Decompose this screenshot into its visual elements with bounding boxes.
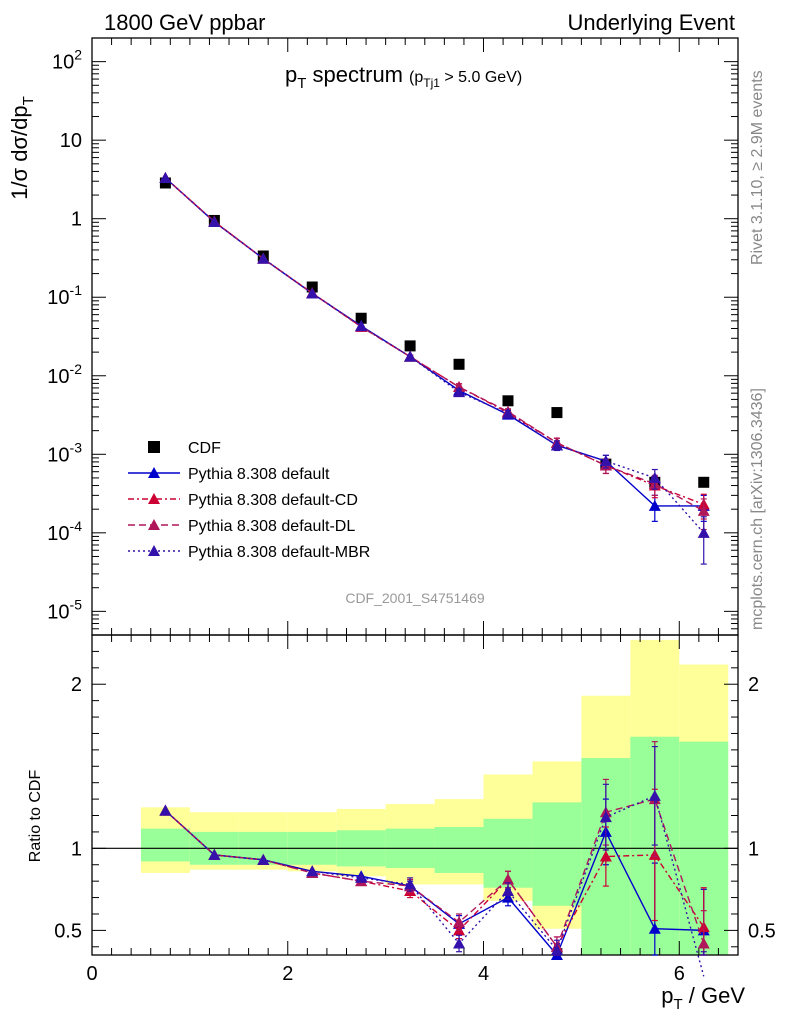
data-point-cdf <box>698 476 710 488</box>
data-point-cdf <box>551 407 563 419</box>
legend-marker-cdf <box>148 441 160 453</box>
data-point-4 <box>306 287 319 299</box>
data-point-cdf <box>453 358 465 370</box>
ratio-point-3 <box>404 878 417 890</box>
x-axis-label: pT / GeV <box>661 983 745 1013</box>
ratio-point-3 <box>208 848 221 860</box>
main-title: pT spectrum (pTj1 > 5.0 GeV) <box>285 62 522 92</box>
legend-entry: Pythia 8.308 default-MBR <box>188 544 370 561</box>
x-tick-label: 2 <box>282 963 293 985</box>
ratio-point-2 <box>453 916 466 928</box>
ratio-point-1 <box>599 850 612 862</box>
series-line-1 <box>164 177 704 507</box>
data-point-1 <box>648 499 661 511</box>
series-line-3 <box>164 177 705 512</box>
x-tick-label: 6 <box>674 963 685 985</box>
data-point-cdf <box>355 312 367 324</box>
data-point-cdf <box>404 340 416 352</box>
data-point-cdf <box>502 395 514 407</box>
green-band-0 <box>140 828 190 862</box>
ratio-y-tick-label: 1 <box>71 838 82 860</box>
data-point-4 <box>159 171 172 183</box>
data-point-4 <box>453 386 466 398</box>
data-point-4 <box>697 526 710 538</box>
data-point-4 <box>208 215 221 227</box>
ratio-point-3 <box>159 804 172 816</box>
ratio-point-0 <box>648 922 661 934</box>
y-tick-label: 10-1 <box>47 282 82 309</box>
y-tick-label: 1 <box>71 209 82 231</box>
data-point-4 <box>599 455 612 467</box>
series-line-4 <box>164 177 705 534</box>
mcplots-label: mcplots.cern.ch [arXiv:1306.3436] <box>749 388 766 630</box>
legend-entry: CDF <box>188 440 221 457</box>
data-point-3 <box>697 504 710 516</box>
rivet-label: Rivet 3.1.10, ≥ 2.9M events <box>749 70 766 265</box>
data-point-4 <box>257 252 270 264</box>
ratio-y-tick-label-right: 2 <box>748 674 759 696</box>
ratio-point-2 <box>501 873 514 885</box>
x-tick-label: 4 <box>478 963 489 985</box>
legend-marker <box>148 493 160 504</box>
data-point-cdf <box>306 281 318 293</box>
y-tick-label: 10-4 <box>47 518 82 545</box>
legend-entry: Pythia 8.308 default-DL <box>188 518 355 535</box>
legend-entry: Pythia 8.308 default <box>188 466 330 483</box>
data-point-4 <box>355 320 368 332</box>
ratio-plot: 0 2 4 6 0.5 0.5 1 1 2 2 <box>54 634 776 985</box>
legend-marker <box>148 545 160 556</box>
ratio-point-3 <box>550 944 563 956</box>
legend-marker <box>148 467 160 478</box>
ratio-y-tick-label: 0.5 <box>54 920 82 942</box>
y-tick-label: 10-2 <box>47 361 82 388</box>
series-line-2 <box>164 177 704 506</box>
ratio-point-3 <box>257 853 270 865</box>
ratio-y-tick-label-right: 1 <box>748 838 759 860</box>
ratio-point-2 <box>697 937 710 949</box>
header-left: 1800 GeV ppbar <box>104 10 265 35</box>
data-point-cdf <box>159 177 171 189</box>
ratio-point-3 <box>501 885 514 896</box>
legend: CDF Pythia 8.308 default Pythia 8.308 defa… <box>128 440 370 561</box>
y-tick-label: 102 <box>52 47 82 74</box>
ratio-point-3 <box>648 789 661 801</box>
ratio-point-3 <box>355 871 368 883</box>
y-tick-label: 10-5 <box>47 596 82 623</box>
analysis-watermark: CDF_2001_S4751469 <box>345 590 485 606</box>
data-point-4 <box>550 439 563 451</box>
data-point-4 <box>501 407 514 419</box>
x-tick-label: 0 <box>86 963 97 985</box>
green-band-8 <box>532 802 582 906</box>
ratio-point-3 <box>599 811 612 823</box>
legend-entry: Pythia 8.308 default-CD <box>188 492 358 509</box>
main-plot: 10-5 10-4 10-3 10-2 10-1 1 10 102 <box>47 37 739 636</box>
ratio-y-label: Ratio to CDF <box>27 770 44 863</box>
header-right: Underlying Event <box>567 10 735 35</box>
y-tick-label: 10-3 <box>47 439 82 466</box>
ratio-y-tick-label: 2 <box>71 674 82 696</box>
ratio-line-1 <box>164 810 705 949</box>
ratio-y-tick-label-right: 0.5 <box>748 920 776 942</box>
data-point-4 <box>404 350 417 362</box>
y-tick-label: 10 <box>60 130 82 152</box>
ratio-point-3 <box>306 865 319 877</box>
data-point-4 <box>648 471 661 483</box>
ratio-frame <box>91 634 739 956</box>
green-band-6 <box>434 827 484 873</box>
main-y-label: 1/σ dσ/dpT <box>7 96 37 200</box>
ratio-point-3 <box>453 937 466 949</box>
legend-marker <box>148 519 160 530</box>
